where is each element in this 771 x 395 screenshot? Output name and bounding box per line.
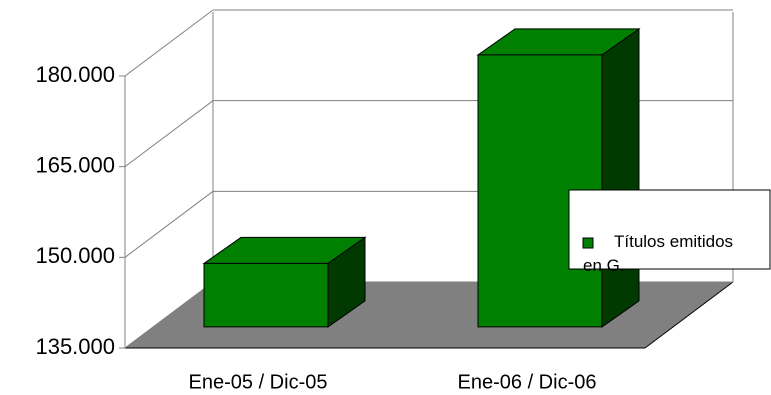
legend-line: en G. — [583, 256, 625, 275]
legend-swatch — [582, 237, 594, 249]
legend-box — [568, 189, 771, 270]
y-tick-label: 150.000 — [35, 243, 115, 268]
y-tick-label: 180.000 — [35, 62, 115, 87]
grid-line — [124, 281, 214, 349]
legend: Títulos emitidos en G. — [568, 189, 771, 275]
floor-edge — [644, 281, 734, 349]
x-tick-label: Ene-05 / Dic-05 — [189, 371, 328, 393]
y-tick-label: 165.000 — [35, 152, 115, 177]
grid-line — [124, 100, 214, 168]
y-tick-label: 135.000 — [35, 334, 115, 359]
grid-line — [124, 9, 214, 77]
x-tick-label: Ene-06 / Dic-06 — [458, 371, 597, 393]
bar — [203, 262, 329, 328]
grid-line — [124, 190, 214, 258]
legend-label: Títulos emitidos en G. — [583, 232, 733, 275]
bar-side — [601, 27, 640, 328]
legend-line: Títulos emitidos — [614, 232, 733, 251]
